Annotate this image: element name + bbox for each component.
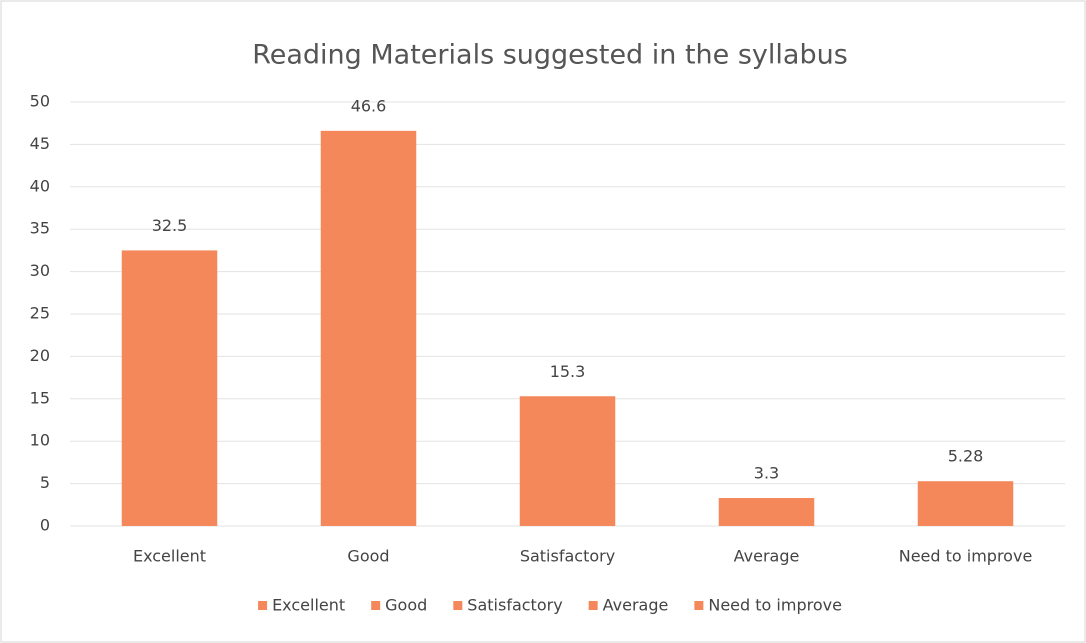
y-tick-label: 50 bbox=[30, 92, 50, 111]
legend-label: Excellent bbox=[272, 596, 345, 615]
y-tick-label: 10 bbox=[30, 431, 50, 450]
legend-marker bbox=[258, 601, 268, 610]
y-tick-label: 25 bbox=[30, 304, 50, 323]
y-tick-label: 30 bbox=[30, 261, 50, 280]
x-tick-label: Need to improve bbox=[899, 547, 1033, 566]
y-tick-label: 15 bbox=[30, 388, 50, 407]
y-tick-label: 35 bbox=[30, 219, 50, 238]
chart-title: Reading Materials suggested in the sylla… bbox=[252, 40, 848, 71]
bar bbox=[917, 481, 1014, 526]
data-label: 32.5 bbox=[152, 216, 188, 235]
y-tick-label: 45 bbox=[30, 134, 50, 153]
y-tick-label: 5 bbox=[40, 473, 50, 492]
legend-marker bbox=[694, 601, 704, 610]
y-tick-label: 40 bbox=[30, 176, 50, 195]
bar bbox=[519, 396, 616, 526]
legend-label: Satisfactory bbox=[467, 596, 562, 615]
legend-marker bbox=[453, 601, 463, 610]
y-tick-label: 0 bbox=[40, 516, 50, 535]
legend-label: Need to improve bbox=[708, 596, 842, 615]
bar bbox=[121, 250, 218, 526]
x-tick-label: Excellent bbox=[133, 547, 206, 566]
bar bbox=[718, 498, 815, 526]
legend-label: Average bbox=[603, 596, 669, 615]
data-label: 46.6 bbox=[351, 96, 387, 115]
bar bbox=[320, 130, 417, 526]
legend-marker bbox=[371, 601, 381, 610]
x-tick-label: Good bbox=[347, 547, 389, 566]
data-label: 5.28 bbox=[948, 447, 984, 466]
data-label: 15.3 bbox=[550, 362, 586, 381]
x-tick-label: Average bbox=[734, 547, 800, 566]
legend-marker bbox=[588, 601, 598, 610]
x-tick-label: Satisfactory bbox=[520, 547, 615, 566]
legend-label: Good bbox=[385, 596, 427, 615]
data-label: 3.3 bbox=[754, 464, 779, 483]
y-tick-label: 20 bbox=[30, 346, 50, 365]
